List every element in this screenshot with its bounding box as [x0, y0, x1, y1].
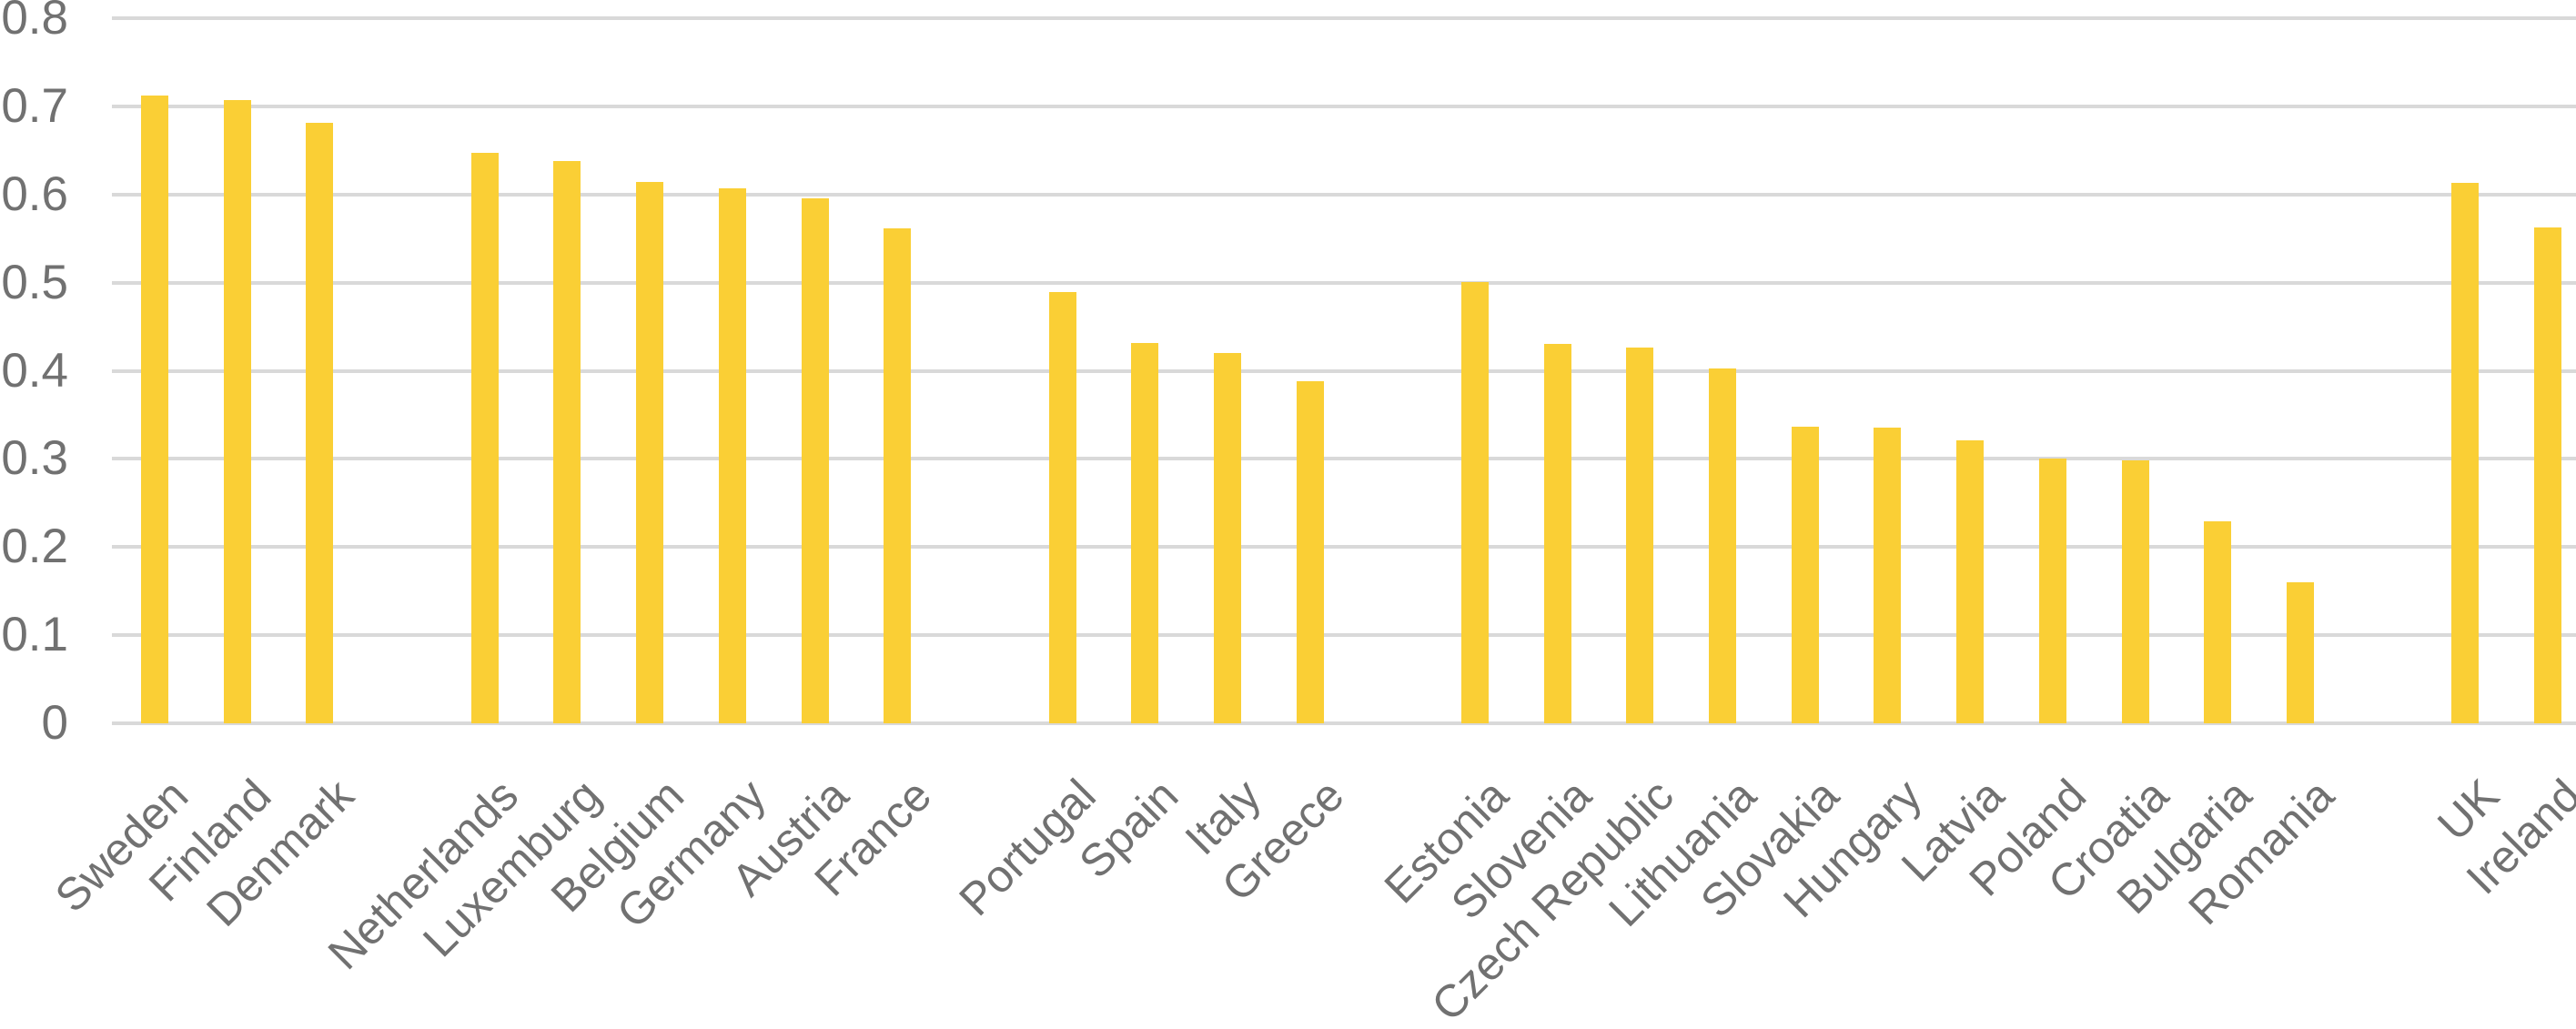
bar [470, 153, 499, 723]
gridline [112, 633, 2576, 638]
bar [306, 123, 334, 723]
bar [1709, 368, 1737, 723]
bar [2204, 521, 2232, 723]
bar [1626, 348, 1654, 723]
y-tick-label: 0.5 [1, 255, 68, 309]
bar [636, 182, 664, 723]
y-tick-label: 0.7 [1, 78, 68, 133]
bar [2038, 459, 2066, 723]
gridline [112, 721, 2576, 725]
bar [884, 227, 912, 723]
bar [1213, 353, 1241, 723]
bar [1874, 427, 1902, 723]
bar [1956, 440, 1985, 723]
y-tick-label: 0 [41, 696, 68, 750]
bar [1461, 281, 1490, 723]
y-tick-label: 0.4 [1, 343, 68, 398]
bar [2121, 460, 2149, 723]
bar [1131, 343, 1159, 723]
gridline [112, 457, 2576, 461]
bar [2286, 582, 2314, 723]
y-tick-label: 0.3 [1, 431, 68, 486]
gridline [112, 192, 2576, 197]
bar [2534, 227, 2561, 723]
bar [718, 187, 746, 723]
bar [1543, 344, 1571, 723]
bar [1296, 381, 1324, 723]
gridline [112, 16, 2576, 20]
gridline [112, 280, 2576, 285]
bar [801, 197, 829, 723]
y-tick-label: 0.1 [1, 608, 68, 662]
bar [1791, 426, 1819, 723]
y-tick-label: 0.6 [1, 166, 68, 221]
gridline [112, 104, 2576, 108]
bar [223, 100, 251, 723]
gridline [112, 545, 2576, 550]
bar [553, 160, 581, 723]
bar [141, 96, 168, 723]
y-tick-label: 0.8 [1, 0, 68, 45]
gridline [112, 368, 2576, 373]
bar [1048, 292, 1076, 723]
y-tick-label: 0.2 [1, 520, 68, 574]
bar [2451, 183, 2480, 723]
